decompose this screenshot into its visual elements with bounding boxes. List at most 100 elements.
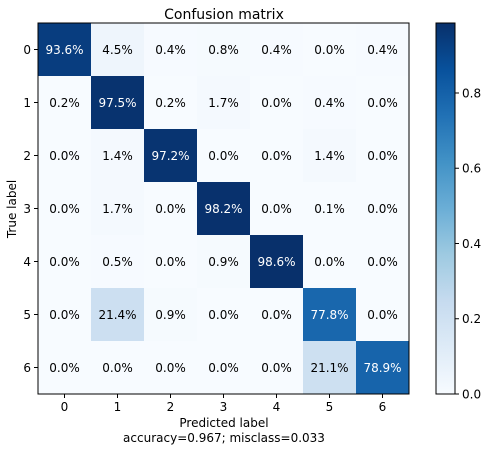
heatmap-cell bbox=[356, 235, 410, 289]
cell-value-label: 21.4% bbox=[98, 308, 136, 322]
heatmap-cell bbox=[38, 76, 92, 130]
cell-value-label: 1.4% bbox=[314, 149, 345, 163]
heatmap-cells bbox=[38, 23, 410, 395]
y-axis-label: True label bbox=[5, 180, 19, 239]
heatmap-cell bbox=[91, 129, 145, 183]
cell-value-label: 0.0% bbox=[261, 361, 292, 375]
heatmap-cell bbox=[197, 23, 251, 77]
heatmap-cell bbox=[356, 76, 410, 130]
y-tick-label: 5 bbox=[23, 308, 31, 322]
accuracy-footer: accuracy=0.967; misclass=0.033 bbox=[123, 431, 325, 445]
heatmap-cell bbox=[197, 235, 251, 289]
x-tick-label: 3 bbox=[220, 400, 228, 414]
cell-value-label: 97.2% bbox=[151, 149, 189, 163]
cell-value-label: 0.0% bbox=[208, 149, 239, 163]
cell-value-label: 98.2% bbox=[204, 202, 242, 216]
heatmap-cell bbox=[144, 23, 198, 77]
heatmap-cell bbox=[91, 23, 145, 77]
cell-value-label: 97.5% bbox=[98, 96, 136, 110]
cell-value-label: 0.0% bbox=[261, 308, 292, 322]
heatmap-cell bbox=[356, 129, 410, 183]
cell-value-label: 0.4% bbox=[367, 43, 398, 57]
y-tick-label: 6 bbox=[23, 361, 31, 375]
x-tick-label: 6 bbox=[379, 400, 387, 414]
y-tick-label: 4 bbox=[23, 255, 31, 269]
heatmap-cell bbox=[250, 76, 304, 130]
heatmap-cell bbox=[356, 23, 410, 77]
heatmap-cell bbox=[38, 288, 92, 342]
heatmap-cell bbox=[38, 23, 92, 77]
y-tick-label: 0 bbox=[23, 43, 31, 57]
cell-value-label: 0.0% bbox=[208, 361, 239, 375]
heatmap-cell bbox=[250, 182, 304, 236]
cell-value-label: 98.6% bbox=[257, 255, 295, 269]
x-tick-label: 1 bbox=[114, 400, 122, 414]
heatmap-cell bbox=[197, 341, 251, 395]
cell-value-label: 0.0% bbox=[49, 361, 80, 375]
colorbar-tick-label: 0.8 bbox=[462, 86, 481, 100]
cell-value-label: 0.0% bbox=[155, 361, 186, 375]
heatmap-cell bbox=[144, 76, 198, 130]
cell-value-label: 0.4% bbox=[314, 96, 345, 110]
cell-value-label: 78.9% bbox=[363, 361, 401, 375]
heatmap-cell bbox=[197, 129, 251, 183]
heatmap-cell bbox=[144, 182, 198, 236]
cell-value-label: 1.7% bbox=[208, 96, 239, 110]
x-tick-label: 2 bbox=[167, 400, 175, 414]
heatmap-cell bbox=[38, 129, 92, 183]
y-tick-label: 1 bbox=[23, 96, 31, 110]
heatmap-cell bbox=[91, 182, 145, 236]
cell-value-label: 0.0% bbox=[49, 255, 80, 269]
cell-value-label: 0.0% bbox=[49, 308, 80, 322]
heatmap-cell bbox=[91, 341, 145, 395]
heatmap-cell bbox=[250, 288, 304, 342]
cell-value-label: 4.5% bbox=[102, 43, 133, 57]
heatmap-cell bbox=[250, 341, 304, 395]
cell-value-label: 77.8% bbox=[310, 308, 348, 322]
cell-value-label: 0.0% bbox=[314, 43, 345, 57]
cell-value-label: 0.9% bbox=[208, 255, 239, 269]
heatmap-cell bbox=[38, 182, 92, 236]
heatmap-cell bbox=[91, 235, 145, 289]
y-tick-label: 3 bbox=[23, 202, 31, 216]
cell-value-label: 0.0% bbox=[367, 202, 398, 216]
cell-value-label: 0.5% bbox=[102, 255, 133, 269]
heatmap-cell bbox=[144, 235, 198, 289]
heatmap-cell-labels: 93.6% 4.5% 0.4% 0.8% 0.4% 0.0% 0.4% 0.2% 97.5% 0.… bbox=[45, 43, 401, 375]
x-tick-label: 5 bbox=[326, 400, 334, 414]
x-axis-label: Predicted label bbox=[179, 416, 268, 430]
cell-value-label: 21.1% bbox=[310, 361, 348, 375]
colorbar-ticks: 0.0 0.2 0.4 0.6 0.8 bbox=[455, 86, 481, 402]
heatmap-cell bbox=[303, 235, 357, 289]
heatmap-cell bbox=[197, 182, 251, 236]
cell-value-label: 0.0% bbox=[261, 149, 292, 163]
cell-value-label: 0.0% bbox=[367, 149, 398, 163]
cell-value-label: 1.4% bbox=[102, 149, 133, 163]
cell-value-label: 0.2% bbox=[155, 96, 186, 110]
heatmap-cell bbox=[303, 182, 357, 236]
heatmap-cell bbox=[197, 288, 251, 342]
heatmap-cell bbox=[303, 288, 357, 342]
cell-value-label: 0.4% bbox=[261, 43, 292, 57]
colorbar bbox=[435, 22, 456, 395]
heatmap-cell bbox=[91, 288, 145, 342]
cell-value-label: 0.1% bbox=[314, 202, 345, 216]
chart-title: Confusion matrix bbox=[164, 7, 284, 23]
cell-value-label: 1.7% bbox=[102, 202, 133, 216]
cell-value-label: 0.0% bbox=[49, 202, 80, 216]
cell-value-label: 0.0% bbox=[367, 255, 398, 269]
cell-value-label: 0.0% bbox=[261, 202, 292, 216]
heatmap-cell bbox=[356, 288, 410, 342]
cell-value-label: 0.0% bbox=[102, 361, 133, 375]
heatmap-cell bbox=[91, 76, 145, 130]
heatmap-cell bbox=[250, 23, 304, 77]
cell-value-label: 0.9% bbox=[155, 308, 186, 322]
colorbar-tick-label: 0.0 bbox=[462, 388, 481, 402]
cell-value-label: 0.0% bbox=[155, 255, 186, 269]
cell-value-label: 0.0% bbox=[155, 202, 186, 216]
heatmap-cell bbox=[250, 129, 304, 183]
heatmap-cell bbox=[356, 341, 410, 395]
heatmap-cell bbox=[303, 341, 357, 395]
heatmap-cell bbox=[197, 76, 251, 130]
cell-value-label: 0.0% bbox=[49, 149, 80, 163]
